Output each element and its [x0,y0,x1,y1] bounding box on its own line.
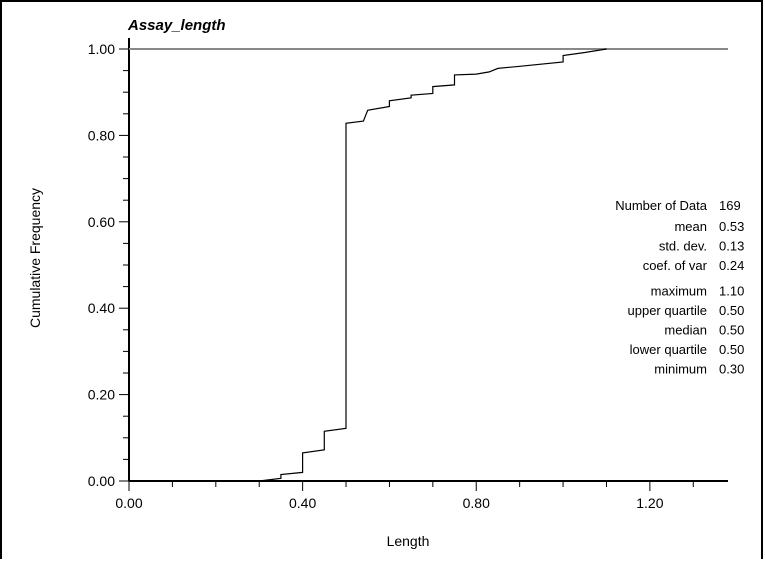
stat-label: maximum [651,284,707,299]
y-tick-label: 0.00 [88,473,115,489]
stat-value: 0.24 [719,258,744,273]
axes [128,38,728,482]
cumulative-frequency-line [259,48,607,482]
stat-value: 1.10 [719,284,744,299]
x-tick-label: 1.20 [636,495,663,511]
stat-value: 0.50 [719,342,744,357]
plot-area [259,48,607,482]
y-tick-label: 0.20 [88,387,115,403]
x-tick-label: 0.00 [115,495,142,511]
stat-label: Number of Data [615,198,708,213]
stat-value: 0.30 [719,362,744,377]
x-axis-title: Length [387,533,430,549]
stat-value: 0.53 [719,219,744,234]
stat-value: 0.50 [719,323,744,338]
stat-label: coef. of var [643,258,708,273]
y-axis-title: Cumulative Frequency [27,188,43,328]
stat-label: median [664,323,707,338]
y-tick-label: 0.40 [88,300,115,316]
stat-label: upper quartile [628,303,708,318]
statistics-panel: Number of Data 169 mean 0.53 std. dev. 0.13 co… [615,198,744,377]
y-tick-label: 0.60 [88,214,115,230]
x-tick-label: 0.40 [289,495,316,511]
stat-label: minimum [654,362,707,377]
chart-title: Assay_length [127,17,226,34]
stat-value: 169 [719,198,741,213]
stat-label: lower quartile [630,342,707,357]
y-tick-label: 0.80 [88,127,115,143]
stat-label: mean [674,219,707,234]
stat-label: std. dev. [659,239,707,254]
stat-value: 0.13 [719,239,744,254]
x-tick-label: 0.80 [463,495,490,511]
stat-value: 0.50 [719,303,744,318]
y-tick-label: 1.00 [88,41,115,57]
ticks: 0.00 0.20 0.40 0.60 0.80 1.00 0.00 0.40 0.80 1.20 [88,41,694,511]
